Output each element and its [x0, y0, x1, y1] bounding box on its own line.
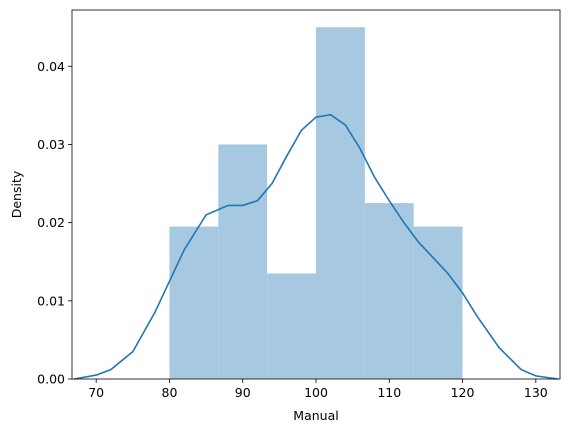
x-axis-ticks: 70 80 90 100 110 120 130	[88, 379, 548, 400]
histogram-bars	[169, 27, 463, 379]
x-tick-label: 130	[524, 385, 548, 400]
histogram-bar-5	[364, 203, 414, 379]
y-axis-label: Density	[9, 170, 24, 218]
y-tick-label: 0.03	[37, 137, 65, 152]
y-tick-label: 0.04	[37, 59, 65, 74]
x-tick-label: 80	[162, 385, 178, 400]
x-tick-label: 110	[377, 385, 401, 400]
x-tick-label: 100	[304, 385, 328, 400]
histogram-bar-2	[218, 144, 268, 379]
y-axis-ticks: 0.00 0.01 0.02 0.03 0.04	[37, 59, 72, 387]
histogram-bar-3	[267, 273, 316, 379]
axes-frame	[71, 9, 561, 380]
y-tick-label: 0.02	[37, 215, 65, 230]
y-tick-label: 0.01	[37, 293, 65, 308]
y-tick-label: 0.00	[37, 372, 65, 387]
x-tick-label: 120	[451, 385, 475, 400]
histogram-bar-4	[316, 27, 365, 379]
histogram-bar-1	[169, 226, 219, 379]
x-tick-label: 70	[88, 385, 104, 400]
x-tick-label: 90	[235, 385, 251, 400]
kde-curve	[74, 113, 558, 380]
x-axis-label: Manual	[293, 408, 338, 423]
histogram-bar-6	[413, 226, 463, 379]
